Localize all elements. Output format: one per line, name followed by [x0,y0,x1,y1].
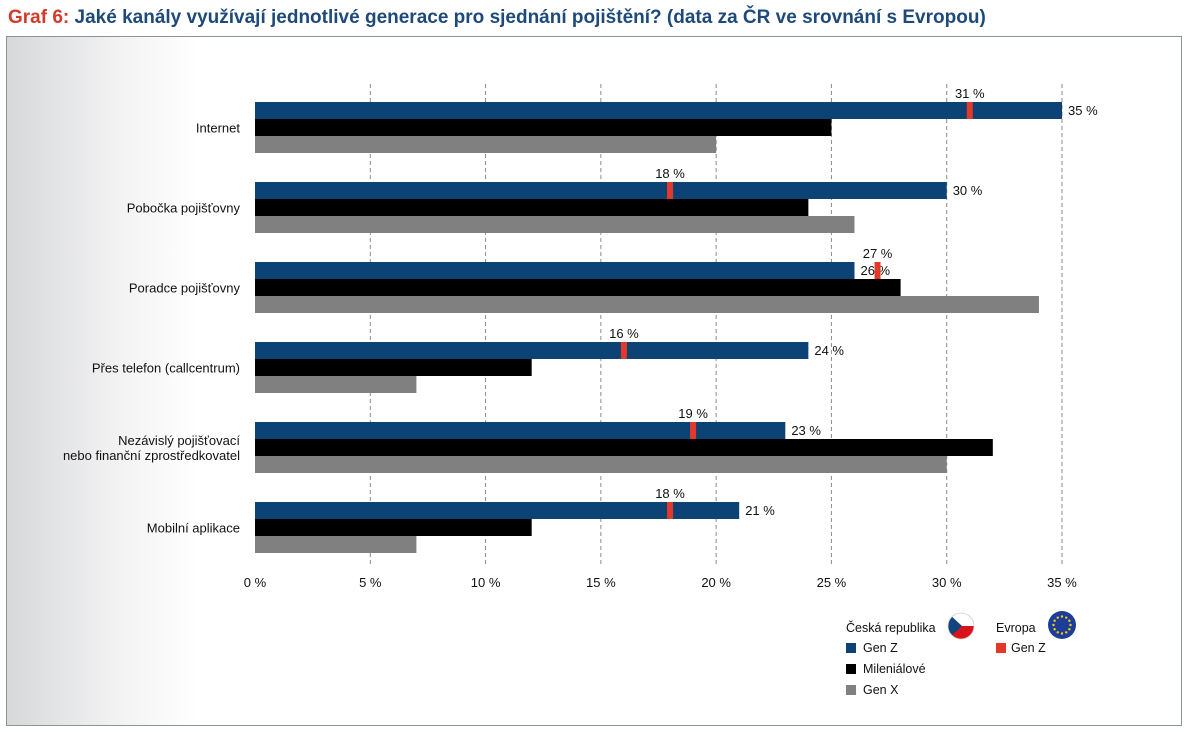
eu-star [1065,631,1068,634]
eu-flag-icon [1048,611,1076,639]
bar-mileniálové [255,119,832,136]
legend-swatch [846,664,856,674]
eu-star [1056,631,1059,634]
flag-blue [948,613,962,639]
eu-star [1060,632,1064,635]
europe-marker [690,422,697,439]
genz-value-label: 24 % [814,343,844,358]
x-tick-label: 20 % [701,575,731,590]
category-label: Internet [196,121,240,136]
bar-mileniálové [255,279,901,296]
bar-gen-z [255,422,786,439]
category-label: nebo finanční zprostředkovatel [63,448,240,463]
europe-value-label: 27 % [863,246,893,261]
czech-flag-icon [947,612,975,640]
europe-value-label: 19 % [678,406,708,421]
x-tick-label: 15 % [586,575,616,590]
bar-gen-z [255,342,809,359]
x-tick-label: 10 % [471,575,501,590]
genz-value-label: 35 % [1068,103,1098,118]
bar-gen-x [255,376,417,393]
europe-value-label: 31 % [955,86,985,101]
bar-mileniálové [255,359,532,376]
category-label: Poradce pojišťovny [129,281,241,296]
x-tick-label: 0 % [244,575,267,590]
bar-mileniálové [255,519,532,536]
category-label: Pobočka pojišťovny [127,201,241,216]
legend-eu-title: Evropa [996,621,1036,635]
eu-star [1053,619,1056,622]
legend-swatch [846,685,856,695]
bar-gen-x [255,456,947,473]
bar-gen-x [255,296,1039,313]
legend-cz-title: Česká republika [846,620,936,635]
bar-gen-z [255,102,1062,119]
x-tick-label: 25 % [817,575,847,590]
bar-gen-z [255,502,740,519]
bar-gen-x [255,536,417,553]
legend-swatch [996,643,1006,653]
x-tick-label: 5 % [359,575,382,590]
bar-gen-z [255,262,855,279]
bar-gen-x [255,216,855,233]
eu-star [1069,623,1072,627]
eu-star [1068,628,1071,631]
eu-star [1056,616,1059,619]
legend-label: Mileniálové [863,662,926,676]
category-label: Mobilní aplikace [147,521,240,536]
eu-star [1053,628,1056,631]
bar-gen-z [255,182,947,199]
bar-mileniálové [255,199,809,216]
genz-value-label: 30 % [953,183,983,198]
legend-label: Gen X [863,683,899,697]
genz-value-label: 23 % [791,423,821,438]
flag-outline [947,612,975,640]
x-tick-label: 30 % [932,575,962,590]
genz-value-label: 21 % [745,503,775,518]
europe-value-label: 18 % [655,486,685,501]
category-label: Přes telefon (callcentrum) [92,361,240,376]
europe-marker [874,262,881,279]
eu-star [1065,616,1068,619]
eu-star [1068,619,1071,622]
category-label: Nezávislý pojišťovací [118,433,240,448]
legend-swatch [846,643,856,653]
chart-title-prefix: Graf 6: [8,7,70,28]
legend-label: Gen Z [863,641,898,655]
x-tick-label: 35 % [1047,575,1077,590]
europe-marker [620,342,627,359]
chart-title: Graf 6: Jaké kanály využívají jednotlivé… [8,4,1188,32]
bar-mileniálové [255,439,993,456]
europe-marker [667,502,674,519]
europe-marker [966,102,973,119]
eu-flag-bg [1048,611,1076,639]
europe-value-label: 18 % [655,166,685,181]
legend-label: Gen Z [1011,641,1046,655]
europe-value-label: 16 % [609,326,639,341]
eu-star [1060,615,1064,618]
eu-star [1052,623,1055,627]
bar-gen-x [255,136,717,153]
chart-title-text: Jaké kanály využívají jednotlivé generac… [74,7,986,28]
europe-marker [667,182,674,199]
